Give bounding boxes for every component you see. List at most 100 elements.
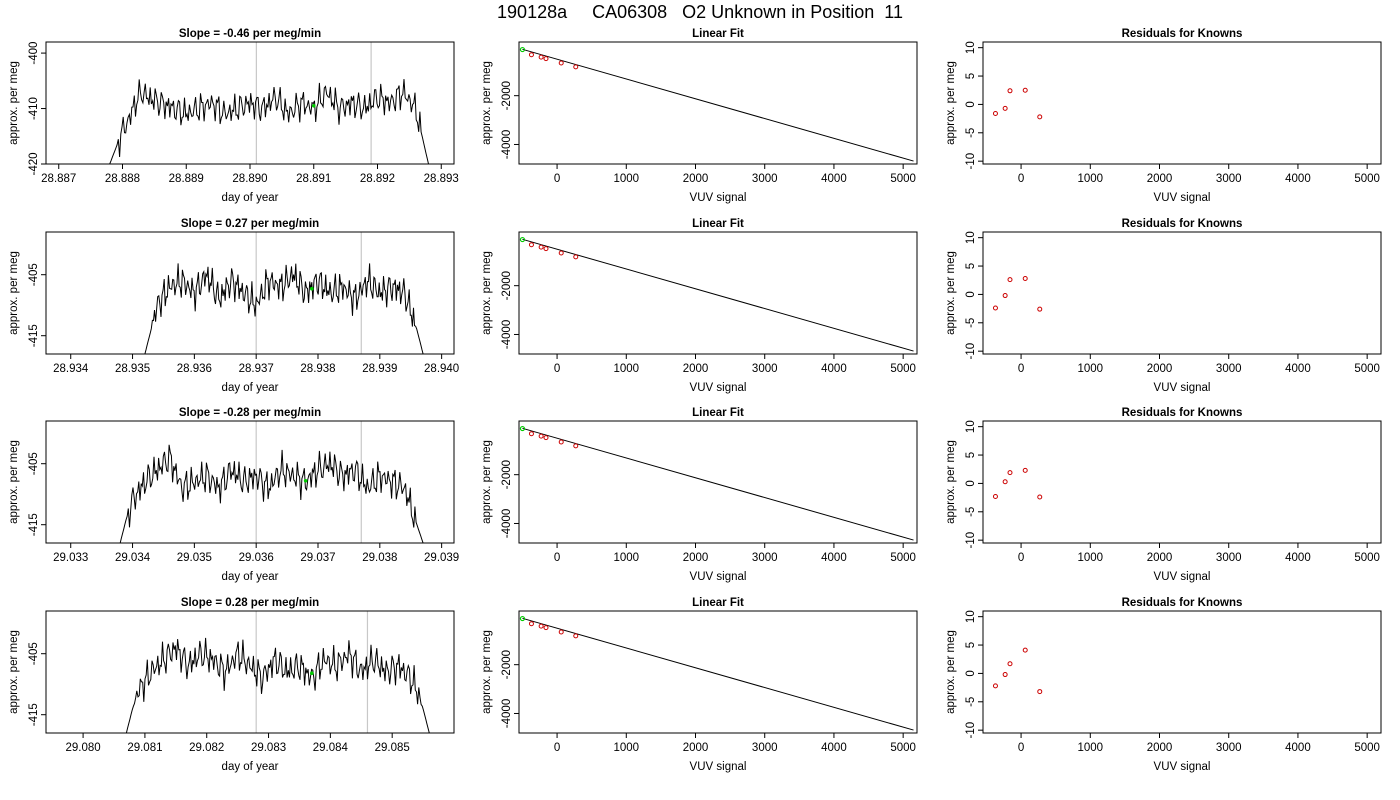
resid-4-ytick-label: 5: [965, 642, 977, 648]
time-2-xtick-label: 28.939: [362, 363, 397, 375]
fit-2-xtick-label: 0: [554, 363, 560, 375]
resid-3-residual-point: [1007, 470, 1013, 476]
fit-4-known-point: [558, 629, 564, 635]
time-2-frame: [45, 231, 455, 355]
time-4-xlabel: day of year: [222, 761, 279, 773]
resid-1-residual-point: [992, 110, 998, 116]
resid-4-residual-point: [1022, 647, 1028, 653]
resid-4-ytick-label: -5: [965, 697, 977, 707]
time-1-ytick-label: -410: [28, 97, 40, 120]
fit-1-xtick-label: 0: [554, 173, 560, 185]
time-3-xtick-label: 29.039: [424, 552, 459, 564]
resid-3-residual-point: [1022, 467, 1028, 473]
time-2-xtick-label: 28.938: [300, 363, 335, 375]
fit-3-known-point: [538, 433, 544, 439]
fit-2-known-point: [573, 254, 579, 260]
resid-1-residual-point: [1037, 114, 1043, 120]
fit-2-known-point: [538, 244, 544, 250]
resid-3-xtick-label: 2000: [1147, 552, 1173, 564]
fit-3-ylabel: approx. per meg: [481, 440, 493, 524]
fit-1-frame: [518, 41, 918, 165]
resid-1-ylabel: approx. per meg: [945, 61, 957, 145]
fit-3-xtick-label: 5000: [890, 552, 916, 564]
resid-4-xtick-label: 0: [1018, 742, 1024, 754]
fit-4-xlabel: VUV signal: [690, 761, 747, 773]
fit-4-ytick-label: -4000: [501, 699, 513, 728]
time-3-ylabel: approx. per meg: [8, 440, 20, 524]
fit-3-known-point: [543, 435, 549, 441]
resid-1-ytick-label: 5: [965, 73, 977, 79]
fit-4-known-point: [528, 621, 534, 627]
resid-2-residual-point: [1002, 293, 1008, 299]
resid-2-xtick-label: 4000: [1285, 363, 1311, 375]
fit-2-known-point: [558, 250, 564, 256]
time-3-xlabel: day of year: [222, 571, 279, 583]
fit-2-xtick-label: 1000: [613, 363, 639, 375]
fit-4-ytick-label: -2000: [501, 650, 513, 679]
time-4-title: Slope = 0.28 per meg/min: [181, 597, 319, 609]
resid-3-ytick-label: -5: [965, 507, 977, 517]
resid-1-ytick-label: 10: [965, 41, 977, 54]
fit-2-ytick-label: -2000: [501, 271, 513, 300]
resid-3-frame: [982, 420, 1382, 544]
time-2-xlabel: day of year: [222, 382, 279, 394]
fit-3-known-point: [573, 443, 579, 449]
fit-4-known-point: [538, 623, 544, 629]
fit-3-frame: [518, 420, 918, 544]
fit-2-fit-line: [522, 238, 914, 352]
fit-2-known-point: [543, 246, 549, 252]
time-3-xtick-label: 29.036: [239, 552, 274, 564]
time-1-series-line: [109, 79, 429, 164]
time-1-xlabel: day of year: [222, 192, 279, 204]
time-2-unknown-point: [310, 286, 314, 291]
fit-4-unknown-point: [519, 615, 526, 622]
time-3-xtick-label: 29.038: [362, 552, 397, 564]
resid-1-xtick-label: 2000: [1147, 173, 1173, 185]
fit-3-known-point: [528, 431, 534, 437]
resid-3-xtick-label: 1000: [1077, 552, 1103, 564]
resid-2-residual-point: [1007, 277, 1013, 283]
fit-4-frame: [518, 610, 918, 734]
resid-2-xlabel: VUV signal: [1154, 382, 1211, 394]
time-4-frame: [45, 610, 455, 734]
fit-4-xtick-label: 5000: [890, 742, 916, 754]
fit-1-xtick-label: 2000: [683, 173, 709, 185]
time-2-ytick-label: -415: [28, 324, 40, 347]
resid-2-xtick-label: 3000: [1216, 363, 1242, 375]
resid-4-residual-point: [1007, 661, 1013, 667]
fit-2-xlabel: VUV signal: [690, 382, 747, 394]
resid-1-frame: [982, 41, 1382, 165]
resid-1-xtick-label: 5000: [1354, 173, 1380, 185]
fit-2-frame: [518, 231, 918, 355]
resid-1-residual-point: [1007, 88, 1013, 94]
fit-1-ylabel: approx. per meg: [481, 61, 493, 145]
fit-1-xlabel: VUV signal: [690, 192, 747, 204]
time-1-unknown-point: [311, 103, 316, 108]
resid-4-xtick-label: 1000: [1077, 742, 1103, 754]
fit-1-known-point: [538, 54, 544, 60]
time-4-xtick-label: 29.083: [251, 742, 286, 754]
fit-3-ytick-label: -4000: [501, 509, 513, 538]
resid-3-title: Residuals for Knowns: [1122, 407, 1243, 419]
time-3-unknown-point: [303, 478, 308, 483]
fit-1-unknown-point: [519, 46, 526, 53]
resid-1-xtick-label: 3000: [1216, 173, 1242, 185]
resid-2-residual-point: [1022, 276, 1028, 282]
time-2-title: Slope = 0.27 per meg/min: [181, 218, 319, 230]
time-3-xtick-label: 29.034: [115, 552, 151, 564]
fit-3-xtick-label: 2000: [683, 552, 709, 564]
resid-3-residual-point: [1002, 479, 1008, 485]
time-3-xtick-label: 29.037: [300, 552, 335, 564]
fit-3-xtick-label: 4000: [821, 552, 847, 564]
fit-1-fit-line: [522, 48, 914, 162]
time-4-unknown-point: [310, 671, 314, 676]
resid-2-xtick-label: 0: [1018, 363, 1024, 375]
fit-2-title: Linear Fit: [692, 218, 744, 230]
fit-2-ylabel: approx. per meg: [481, 251, 493, 335]
fit-1-xtick-label: 1000: [613, 173, 639, 185]
fit-1-xtick-label: 3000: [752, 173, 778, 185]
time-1-title: Slope = -0.46 per meg/min: [179, 28, 321, 40]
time-3-frame: [45, 420, 455, 544]
fit-4-ylabel: approx. per meg: [481, 630, 493, 714]
